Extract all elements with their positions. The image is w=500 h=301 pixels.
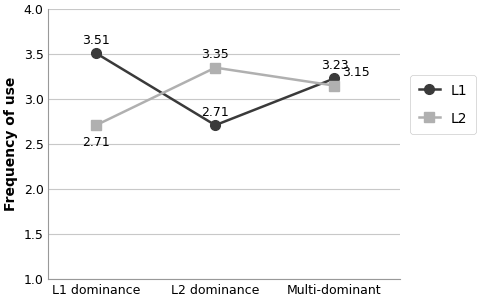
L1 [212,123,218,127]
Legend: L1, L2: L1, L2 [410,76,476,134]
L2 [212,66,218,70]
L2 [332,84,338,87]
Text: 2.71: 2.71 [202,106,229,119]
Line: L1: L1 [92,48,340,130]
L1 [93,51,99,55]
Text: 3.35: 3.35 [202,48,229,61]
L2 [93,123,99,127]
Text: 3.15: 3.15 [342,66,370,79]
Y-axis label: Frequency of use: Frequency of use [4,77,18,211]
Line: L2: L2 [92,63,340,130]
Text: 2.71: 2.71 [82,136,110,149]
Text: 3.23: 3.23 [320,59,348,72]
L1 [332,77,338,80]
Text: 3.51: 3.51 [82,34,110,47]
